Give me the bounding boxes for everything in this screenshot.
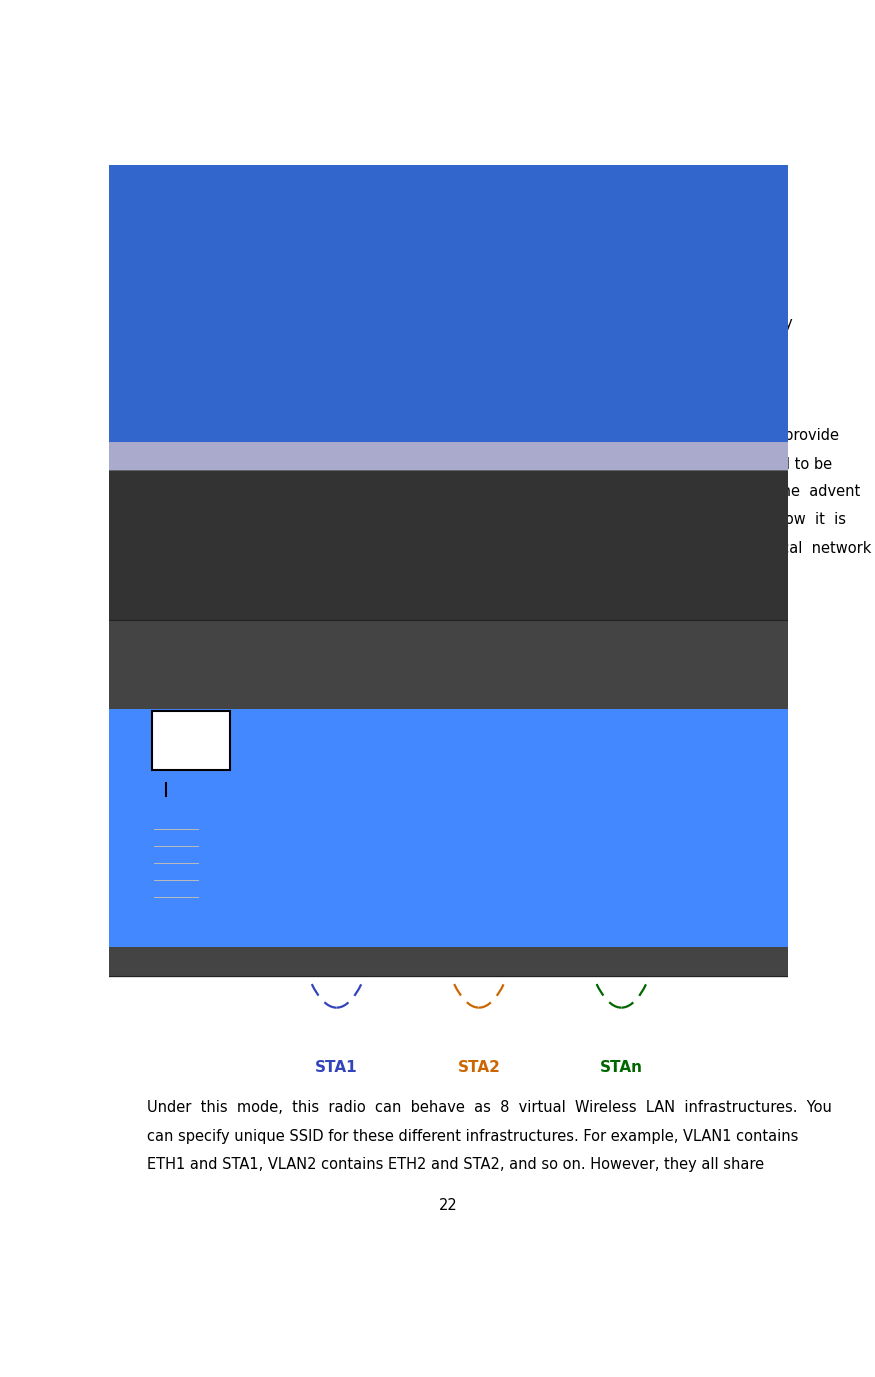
Text: 3.: 3. xyxy=(147,226,160,241)
FancyBboxPatch shape xyxy=(0,620,875,976)
Text: 2.: 2. xyxy=(147,193,161,208)
Text: ETH1 and STA1, VLAN2 contains ETH2 and STA2, and so on. However, they all share: ETH1 and STA1, VLAN2 contains ETH2 and S… xyxy=(147,1157,764,1172)
Text: Under Point-to Multi-Point Bridge mode, you can extend this multi-point bridge b: Under Point-to Multi-Point Bridge mode, … xyxy=(189,315,793,348)
Text: ETH1: ETH1 xyxy=(313,587,360,602)
Text: UnTag: UnTag xyxy=(201,698,231,708)
FancyBboxPatch shape xyxy=(0,620,875,976)
Text: technology  called  VLAN  (Virtual  Local  Area  Network)  can  achieve  her  mi: technology called VLAN (Virtual Local Ar… xyxy=(147,512,845,527)
FancyBboxPatch shape xyxy=(0,0,875,647)
Text: VLAN 1: VLAN 1 xyxy=(267,795,332,808)
Text: STA2: STA2 xyxy=(458,1060,500,1075)
Text: VAP / VLAN Settings: VAP / VLAN Settings xyxy=(147,388,351,406)
Text: 4.: 4. xyxy=(147,259,161,274)
Text: ETHn: ETHn xyxy=(598,587,645,602)
FancyBboxPatch shape xyxy=(355,709,875,946)
FancyBboxPatch shape xyxy=(214,709,745,946)
FancyBboxPatch shape xyxy=(71,0,875,470)
Text: APs.: APs. xyxy=(147,569,178,584)
Text: UnTag: UnTag xyxy=(158,698,187,708)
Text: UnTag: UnTag xyxy=(179,698,209,708)
FancyBboxPatch shape xyxy=(0,0,875,620)
Text: Switch: Switch xyxy=(163,733,220,748)
Text: VLAN n: VLAN n xyxy=(551,795,617,808)
FancyBboxPatch shape xyxy=(0,0,875,442)
Text: After you complete the settings, please click on “Apply” for changes to take eff: After you complete the settings, please … xyxy=(147,291,753,306)
FancyBboxPatch shape xyxy=(0,0,875,620)
FancyBboxPatch shape xyxy=(71,709,602,946)
FancyBboxPatch shape xyxy=(0,0,875,442)
Text: STAn: STAn xyxy=(600,1060,643,1075)
Text: Verify that radio2 on LAN Segment B with the Remote MAC Address of radio1 and
ra: Verify that radio2 on LAN Segment B with… xyxy=(187,226,785,257)
Text: the network infrastructure (due to the sheer number of Ethernet connections that: the network infrastructure (due to the s… xyxy=(147,456,832,471)
Text: possible  for  these  multi  devices  in  function  without  the  need  for  mul: possible for these multi devices in func… xyxy=(147,541,871,555)
FancyBboxPatch shape xyxy=(152,712,230,770)
FancyBboxPatch shape xyxy=(0,0,875,470)
FancyBboxPatch shape xyxy=(0,0,875,647)
FancyBboxPatch shape xyxy=(0,620,875,976)
Text: Throughput control: you can set the throughput to n*64Kbps in each point.: Throughput control: you can set the thro… xyxy=(147,351,771,366)
Text: Verify that radio3 on LAN Segment C with the Remote MAC Address of radio1 and
ra: Verify that radio3 on LAN Segment C with… xyxy=(187,259,785,291)
Text: ETH2: ETH2 xyxy=(456,587,502,602)
Text: Tagged: Tagged xyxy=(172,772,207,782)
Text: Note:: Note: xyxy=(147,315,192,330)
Text: Verify that radio1 on LAN Segment A with the Remote MAC Address of radio2 and
ra: Verify that radio1 on LAN Segment A with… xyxy=(187,193,785,226)
Text: As the number of data-based systems increase, it becomes more and more difficult: As the number of data-based systems incr… xyxy=(147,428,838,443)
Text: See the diagram below.: See the diagram below. xyxy=(147,567,319,582)
Text: Under  this  mode,  this  radio  can  behave  as  8  virtual  Wireless  LAN  inf: Under this mode, this radio can behave a… xyxy=(147,1100,831,1115)
Text: VLAN 2: VLAN 2 xyxy=(409,795,474,808)
Text: can specify unique SSID for these different infrastructures. For example, VLAN1 : can specify unique SSID for these differ… xyxy=(147,1129,798,1143)
Text: STA1: STA1 xyxy=(315,1060,358,1075)
FancyBboxPatch shape xyxy=(0,0,875,442)
FancyBboxPatch shape xyxy=(144,790,207,918)
FancyBboxPatch shape xyxy=(0,0,875,647)
Text: provided)  from  the  perspective  of  cost,  space,  and  wire  management.  Lu: provided) from the perspective of cost, … xyxy=(147,485,860,500)
FancyBboxPatch shape xyxy=(0,0,875,620)
FancyBboxPatch shape xyxy=(0,0,875,470)
Text: 22: 22 xyxy=(439,1198,458,1213)
